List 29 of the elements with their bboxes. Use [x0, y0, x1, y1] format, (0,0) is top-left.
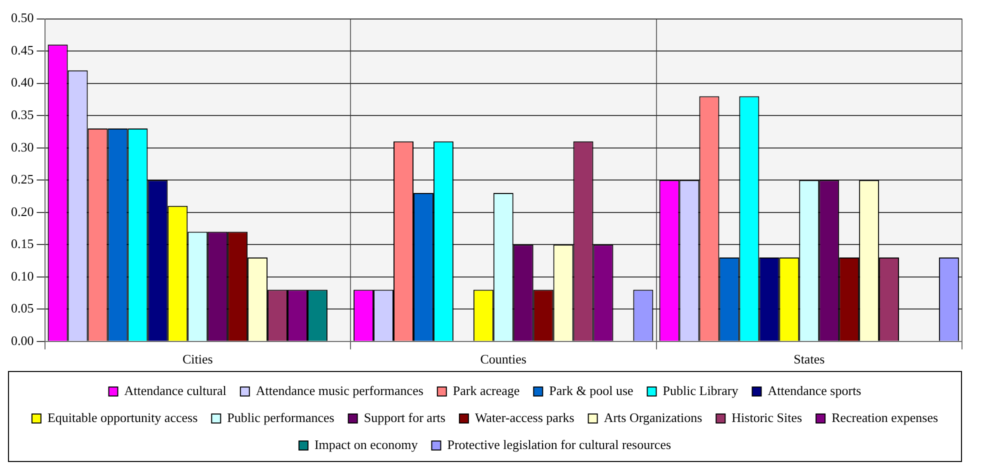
legend-label: Impact on economy: [314, 436, 418, 452]
legend-label: Water-access parks: [474, 410, 574, 425]
legend-label: Arts Organizations: [604, 410, 702, 425]
y-tick-label: 0.00: [11, 332, 34, 348]
y-tick-label: 0.50: [11, 10, 34, 26]
y-tick-label: 0.05: [11, 300, 34, 316]
legend-label: Equitable opportunity access: [47, 410, 198, 425]
legend-label: Park acreage: [452, 382, 520, 398]
legend-label: Park & pool use: [549, 382, 634, 398]
y-tick-label: 0.15: [11, 236, 34, 252]
legend-label: Attendance music performances: [256, 382, 424, 398]
y-tick-label: 0.40: [11, 74, 34, 90]
legend-label: Public Library: [662, 382, 739, 398]
y-tick-label: 0.35: [11, 107, 34, 122]
legend-label: Public performances: [227, 410, 334, 425]
legend-label: Attendance cultural: [124, 382, 227, 398]
x-tick-label: Cities: [182, 352, 213, 367]
x-tick-label: States: [794, 352, 825, 367]
legend-label: Recreation expenses: [832, 410, 938, 425]
x-tick-label: Counties: [480, 352, 526, 367]
legend-label: Historic Sites: [732, 410, 802, 425]
legend-label: Support for arts: [364, 410, 446, 425]
y-tick-label: 0.20: [11, 204, 34, 219]
legend-label: Attendance sports: [768, 382, 862, 398]
y-tick-label: 0.25: [11, 172, 34, 187]
y-tick-label: 0.10: [11, 268, 34, 284]
legend-label: Protective legislation for cultural resources: [447, 436, 672, 452]
y-tick-label: 0.30: [11, 139, 34, 154]
y-tick-label: 0.45: [11, 42, 34, 58]
